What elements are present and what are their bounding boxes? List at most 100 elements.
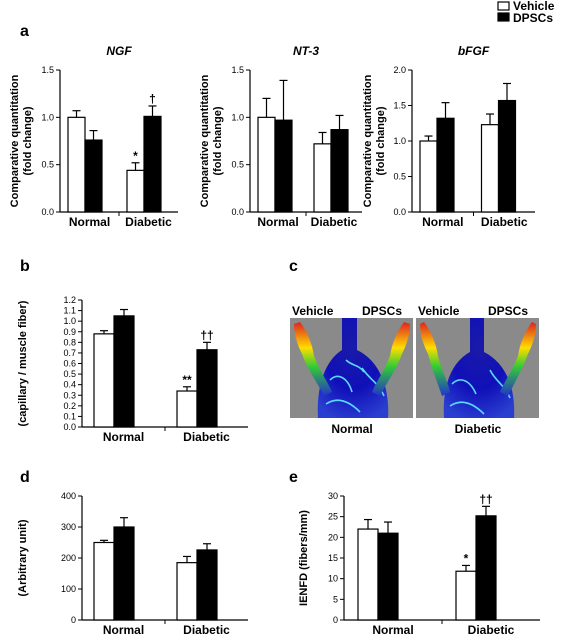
significance-mark: ††	[200, 328, 213, 342]
y-tick-label: 0.5	[231, 160, 244, 170]
y-tick-label: 1.0	[231, 112, 244, 122]
bar-dpscs	[330, 129, 349, 213]
y-tick-label: 0.3	[63, 390, 76, 400]
bar-dpscs	[143, 115, 162, 213]
doppler-image-normal	[290, 318, 413, 418]
bar-vehicle	[93, 333, 115, 428]
chart-b: 0.00.10.20.30.40.50.60.70.80.91.01.11.2 N…	[17, 295, 248, 444]
y-axis-label: Comparative quantitation(fold change)	[9, 74, 34, 207]
y-tick-label: 0.0	[63, 422, 76, 432]
doppler-image-diabetic	[416, 318, 539, 418]
legend-item-dpscs: DPSCs	[497, 11, 553, 25]
bar-dpscs	[84, 139, 103, 213]
bar-vehicle	[176, 390, 198, 428]
chart-title: NT-3	[293, 44, 319, 58]
significance-mark: *	[133, 149, 138, 163]
panel-letter-b: b	[20, 258, 30, 275]
legend-swatch-vehicle	[497, 1, 510, 11]
chart-e: 0 5 10 15 20 25 30 Normal Diabetic * †† IENFD (fibe…	[298, 491, 540, 637]
significance-mark: *	[464, 551, 469, 565]
chart-d: 0 100 200 300 400 Normal Diabetic (Arbitrary un…	[17, 491, 248, 637]
y-tick-label: 10	[328, 574, 338, 584]
y-axis-label: (capillary / muscle fiber)	[17, 300, 29, 426]
bar-vehicle	[480, 124, 500, 213]
y-tick-label: 100	[61, 584, 76, 594]
bar-dpscs	[475, 515, 497, 621]
bar-vehicle	[313, 143, 332, 213]
y-axis-label: Comparative quantitation(fold change)	[199, 74, 224, 207]
y-tick-label: 0	[333, 615, 338, 625]
x-tick-label: Diabetic	[468, 623, 515, 637]
bar-dpscs	[436, 117, 455, 213]
y-tick-label: 0.0	[41, 207, 54, 217]
bar-dpscs	[377, 532, 399, 621]
y-tick-label: 1.0	[63, 316, 76, 326]
legend-swatch-dpscs	[497, 12, 510, 22]
y-tick-label: 0.9	[63, 327, 76, 337]
chart-a1: 0.0 0.5 1.0 1.5 Normal Diabetic * † NGF Comparati…	[9, 44, 178, 229]
y-tick-label: 0.0	[393, 207, 406, 217]
bar-vehicle	[357, 528, 379, 621]
y-tick-label: 30	[328, 491, 338, 501]
bar-vehicle	[455, 570, 477, 621]
chart-a3: 0.0 0.5 1.0 1.5 2.0 Normal Diabetic bFGF Compara…	[362, 44, 535, 229]
x-tick-label: Normal	[257, 215, 298, 229]
bar-dpscs	[274, 119, 293, 213]
y-tick-label: 0.5	[41, 160, 54, 170]
chart-a2: 0.0 0.5 1.0 1.5 Normal Diabetic NT-3 Comparativ…	[199, 44, 362, 229]
y-tick-label: 1.5	[41, 65, 54, 75]
y-tick-label: 0	[71, 615, 76, 625]
y-tick-label: 1.0	[393, 136, 406, 146]
y-axis-label: Comparative quantitation(fold change)	[362, 74, 387, 207]
y-tick-label: 200	[61, 553, 76, 563]
y-tick-label: 15	[328, 553, 338, 563]
panel-letter-e: e	[289, 469, 298, 486]
y-tick-label: 0.1	[63, 411, 76, 421]
bar-vehicle	[126, 169, 145, 213]
doppler-label-vehicle-normal: Vehicle	[292, 304, 334, 318]
bar-dpscs	[497, 99, 517, 213]
bar-dpscs	[113, 526, 135, 621]
x-tick-label: Diabetic	[125, 215, 172, 229]
significance-mark: ††	[479, 492, 492, 506]
y-tick-label: 0.0	[231, 207, 244, 217]
doppler-label-dpscs-diabetic: DPSCs	[488, 304, 528, 318]
y-tick-label: 1.5	[393, 101, 406, 111]
legend: Vehicle DPSCs	[497, 0, 555, 25]
y-tick-label: 5	[333, 594, 338, 604]
y-tick-label: 0.6	[63, 359, 76, 369]
y-tick-label: 1.0	[41, 112, 54, 122]
y-axis-label: IENFD (fibers/mm)	[298, 510, 310, 606]
chart-title: bFGF	[458, 44, 490, 58]
x-tick-label: Normal	[69, 215, 110, 229]
doppler-label-dpscs-normal: DPSCs	[362, 304, 402, 318]
y-tick-label: 1.5	[231, 65, 244, 75]
bar-vehicle	[176, 562, 198, 621]
bar-vehicle	[257, 116, 276, 213]
legend-label-dpscs: DPSCs	[513, 11, 553, 25]
x-tick-label: Normal	[372, 623, 413, 637]
panel-letter-c: c	[289, 258, 298, 275]
y-tick-label: 20	[328, 532, 338, 542]
y-tick-label: 0.4	[63, 380, 76, 390]
bar-vehicle	[93, 541, 115, 621]
y-tick-label: 1.2	[63, 295, 76, 305]
x-tick-label: Normal	[103, 430, 144, 444]
x-tick-label: Diabetic	[311, 215, 358, 229]
legend-item-vehicle: Vehicle	[497, 0, 555, 13]
x-tick-label: Diabetic	[183, 430, 230, 444]
y-tick-label: 0.2	[63, 401, 76, 411]
legend-label-vehicle: Vehicle	[513, 0, 555, 13]
y-tick-label: 0.7	[63, 348, 76, 358]
x-tick-label: Diabetic	[183, 623, 230, 637]
y-axis-label: (Arbitrary unit)	[17, 519, 29, 596]
bar-vehicle	[419, 140, 438, 213]
y-tick-label: 300	[61, 522, 76, 532]
bar-dpscs	[113, 315, 135, 428]
significance-mark: **	[182, 373, 192, 387]
y-tick-label: 25	[328, 512, 338, 522]
x-tick-label: Normal	[422, 215, 463, 229]
y-tick-label: 1.1	[63, 306, 76, 316]
significance-mark: †	[149, 92, 156, 106]
